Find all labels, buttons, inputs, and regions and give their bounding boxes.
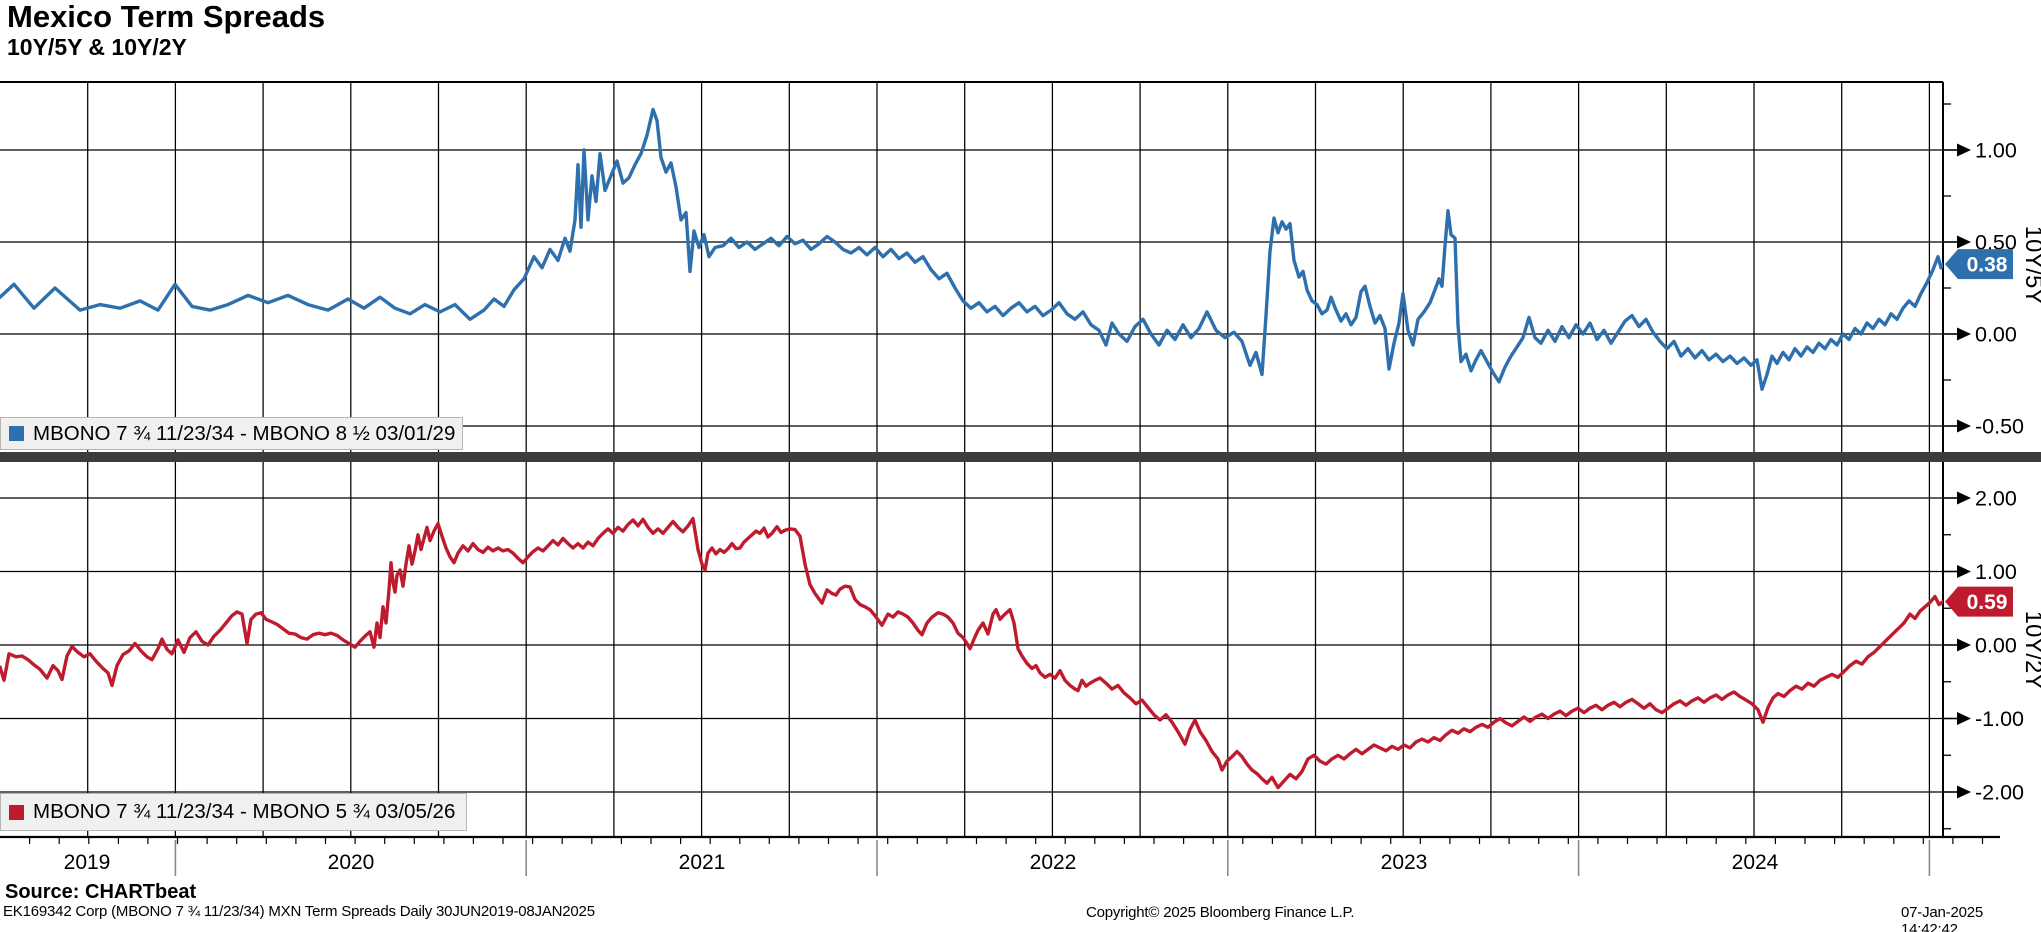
legend-label-10y2y: MBONO 7 ¾ 11/23/34 - MBONO 5 ¾ 03/05/26 (33, 800, 456, 823)
x-year-label: 2023 (1381, 851, 1428, 874)
y-tick-arrow-icon (1957, 712, 1971, 725)
y-tick-arrow-icon (1957, 327, 1971, 341)
legend-label-10y5y: MBONO 7 ¾ 11/23/34 - MBONO 8 ½ 03/01/29 (33, 421, 456, 445)
y-tick-arrow-icon (1957, 638, 1971, 652)
y-tick-label: -0.50 (1975, 415, 2024, 439)
y-axis-title: 10Y/2Y (2020, 611, 2041, 690)
x-year-label: 2024 (1732, 851, 1779, 874)
legend-swatch-red (9, 804, 24, 820)
y-tick-label: 0.00 (1975, 634, 2017, 658)
y-tick-arrow-icon (1957, 565, 1971, 578)
last-value-badge (1945, 586, 2013, 617)
x-year-label: 2022 (1030, 851, 1077, 874)
page-title: Mexico Term Spreads (7, 0, 326, 34)
y-tick-label: 2.00 (1975, 487, 2017, 511)
security-info-line: EK169342 Corp (MBONO 7 ¾ 11/23/34) MXN T… (3, 903, 595, 920)
y-tick-arrow-icon (1957, 235, 1971, 249)
series-line-10y-5y (0, 107, 1943, 391)
y-tick-label: 1.00 (1975, 560, 2017, 584)
last-value-badge-text: 0.38 (1967, 254, 2008, 277)
series-line-10y-2y (0, 516, 1943, 790)
y-tick-label: 0.00 (1975, 323, 2017, 347)
x-year-label: 2021 (679, 851, 726, 874)
panel-divider (0, 452, 2041, 462)
y-tick-arrow-icon (1957, 491, 1971, 505)
x-year-label: 2019 (64, 851, 111, 874)
chart-subtitle: 10Y/5Y & 10Y/2Y (7, 34, 187, 60)
chart-header: Mexico Term Spreads 10Y/5Y & 10Y/2Y (7, 0, 325, 60)
last-value-badge-text: 0.59 (1967, 591, 2008, 614)
y-tick-arrow-icon (1957, 419, 1971, 433)
source-label: Source: CHARTbeat (5, 881, 197, 903)
y-tick-label: 1.00 (1975, 139, 2017, 163)
legend-10y5y: MBONO 7 ¾ 11/23/34 - MBONO 8 ½ 03/01/29 (0, 417, 463, 450)
y-tick-label: -2.00 (1975, 781, 2024, 805)
y-tick-arrow-icon (1957, 785, 1971, 799)
legend-10y2y: MBONO 7 ¾ 11/23/34 - MBONO 5 ¾ 03/05/26 (0, 793, 467, 831)
timestamp: 07-Jan-2025 14:42:42 (1901, 904, 1984, 932)
y-tick-arrow-icon (1957, 143, 1971, 157)
last-value-badge (1945, 249, 2013, 280)
legend-swatch-blue (9, 426, 24, 441)
y-tick-label: -1.00 (1975, 707, 2024, 731)
copyright-notice: Copyright© 2025 Bloomberg Finance L.P. (1086, 904, 1355, 921)
x-year-label: 2020 (328, 851, 375, 874)
y-axis-title: 10Y/5Y (2020, 226, 2041, 305)
